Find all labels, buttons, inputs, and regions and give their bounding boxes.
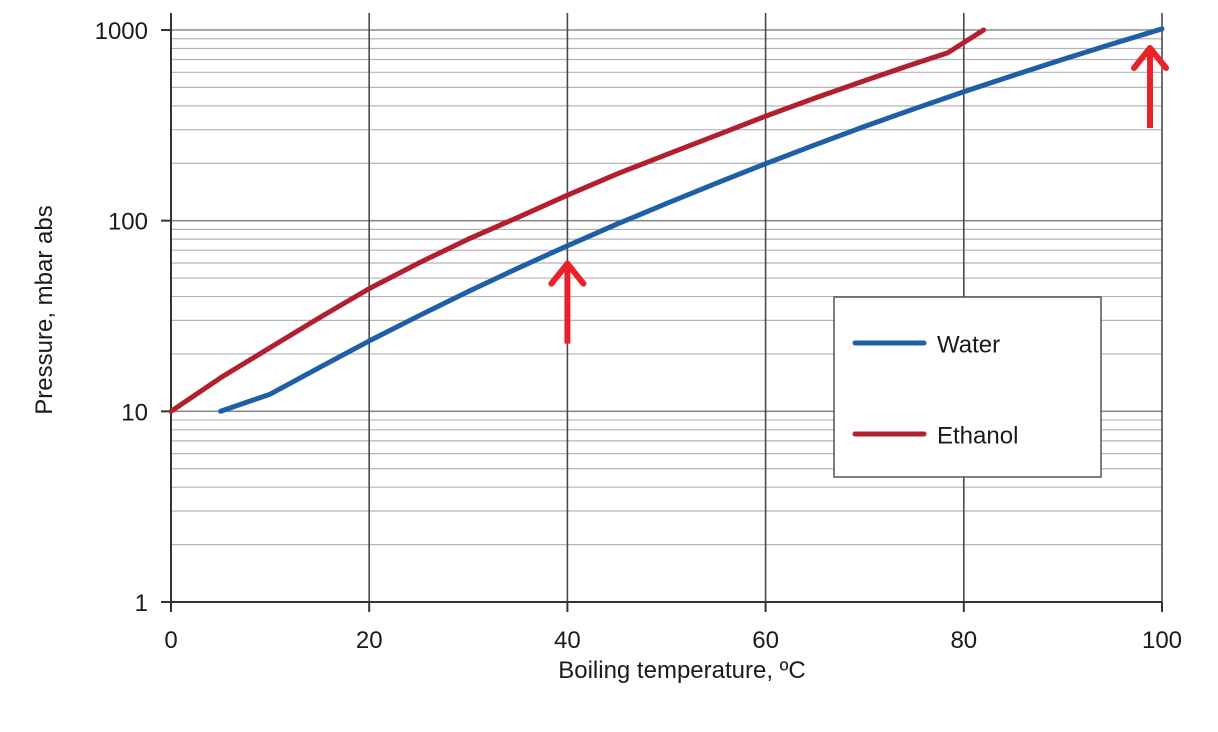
legend-box	[833, 296, 1102, 478]
annotation-arrow	[548, 260, 587, 344]
y-tick-label: 100	[108, 209, 148, 236]
y-tick-label: 1000	[95, 18, 148, 45]
tick-labels: 0 20 40 60 80 100 1 10 100 1000	[95, 18, 1182, 654]
arrow-head	[1131, 45, 1169, 71]
annotation-arrows	[548, 45, 1169, 344]
legend-label-ethanol: Ethanol	[937, 422, 1018, 449]
y-tick-label: 1	[135, 590, 148, 617]
series-line-ethanol	[168, 27, 987, 414]
legend: Water Ethanol	[833, 296, 1102, 478]
minor-gridlines	[171, 38, 1162, 546]
x-axis-title: Boiling temperature, ºC	[558, 657, 806, 684]
x-tick-label: 100	[1142, 627, 1182, 654]
x-tick-label: 40	[554, 627, 581, 654]
x-tick-label: 80	[950, 627, 977, 654]
y-axis-title: Pressure, mbar abs	[31, 205, 58, 414]
x-tick-label: 0	[164, 627, 177, 654]
series-line-water	[218, 26, 1165, 414]
series-lines	[168, 26, 1165, 414]
legend-label-water: Water	[937, 331, 1000, 358]
arrow-head	[548, 260, 587, 287]
x-tick-label: 20	[356, 627, 383, 654]
x-tick-label: 60	[752, 627, 779, 654]
annotation-arrow	[1131, 45, 1169, 128]
y-tick-label: 10	[121, 399, 148, 426]
